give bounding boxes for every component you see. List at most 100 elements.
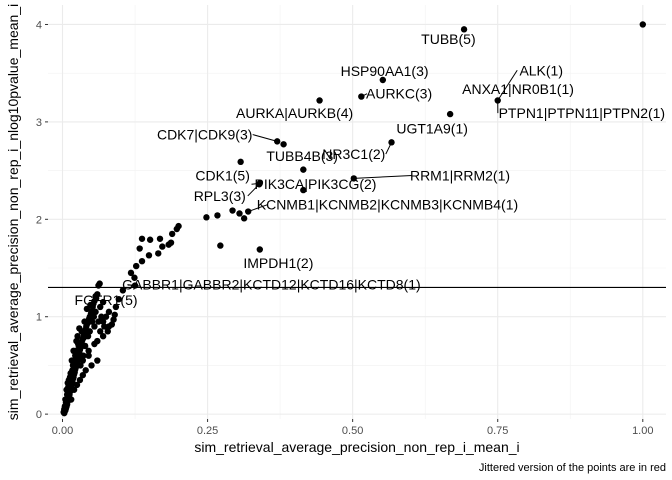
x-tick-label: 1.00 — [632, 425, 653, 437]
label-leader-line — [247, 183, 260, 197]
data-point — [76, 376, 84, 384]
point-label: KCNMB1|KCNMB2|KCNMB3|KCNMB4(1) — [257, 197, 518, 213]
chart-caption: Jittered version of the points are in re… — [479, 462, 666, 474]
data-point — [256, 246, 264, 253]
data-point — [168, 230, 176, 238]
point-label: RRM1|RRM2(1) — [410, 167, 510, 183]
point-label: IMPDH1(2) — [243, 255, 313, 271]
data-point — [379, 76, 387, 84]
data-point — [85, 352, 92, 359]
data-point — [98, 313, 105, 320]
y-tick-label: 3 — [36, 117, 42, 129]
data-point — [66, 373, 74, 381]
point-label: ALK(1) — [519, 62, 563, 78]
data-point — [81, 342, 89, 350]
data-point — [300, 186, 307, 194]
point-label: PTPN1|PTPN11|PTPN2(1) — [499, 105, 666, 121]
x-tick-label: 0.75 — [487, 425, 508, 437]
data-point — [71, 357, 78, 364]
data-point — [240, 215, 248, 222]
y-tick-label: 0 — [36, 409, 42, 421]
label-leader-line — [251, 182, 260, 185]
major-gridlines — [48, 5, 666, 419]
y-tick-label: 2 — [36, 214, 42, 226]
data-point — [79, 357, 87, 364]
x-axis-title: sim_retrieval_average_precision_non_rep_… — [194, 439, 519, 455]
y-axis-ticks: 0 1 2 3 4 — [36, 19, 48, 421]
data-point — [639, 21, 646, 28]
data-point — [73, 381, 81, 389]
data-point — [236, 210, 243, 217]
data-point — [300, 166, 307, 173]
x-axis-ticks: 0.00 0.25 0.50 0.75 1.00 — [52, 419, 653, 437]
label-leader-line — [353, 174, 413, 179]
minor-gridlines — [48, 5, 666, 419]
point-label: UGT1A9(1) — [396, 121, 468, 137]
data-point — [79, 371, 87, 379]
data-point — [74, 340, 82, 348]
data-point — [62, 396, 69, 403]
data-point — [77, 362, 84, 369]
data-point — [99, 298, 107, 306]
data-point — [155, 250, 162, 257]
label-leader-line — [385, 142, 392, 155]
data-point — [115, 295, 122, 303]
data-point — [79, 336, 86, 344]
data-point — [105, 308, 113, 316]
data-point — [165, 241, 172, 248]
data-point — [99, 318, 107, 325]
data-point — [133, 262, 140, 270]
data-point — [136, 245, 143, 252]
data-point — [138, 257, 146, 265]
data-point — [86, 328, 93, 335]
label-leader-lines — [127, 69, 518, 287]
point-label: ANXA1|NR0B1(1) — [462, 81, 574, 97]
data-point — [60, 408, 67, 416]
label-leader-line — [361, 93, 368, 98]
data-point — [87, 301, 94, 309]
data-point — [127, 269, 135, 277]
data-point — [69, 362, 77, 369]
data-point — [63, 391, 71, 398]
data-point — [104, 328, 111, 335]
data-point — [145, 252, 153, 259]
data-point — [350, 175, 358, 182]
point-label: TUBB4B(3) — [266, 148, 338, 164]
data-point — [316, 97, 323, 104]
data-point — [72, 347, 80, 355]
data-point — [97, 328, 104, 335]
data-point — [76, 325, 83, 332]
data-point — [460, 26, 468, 33]
data-point — [85, 347, 92, 355]
data-point — [101, 323, 108, 330]
point-label: FGFR1(5) — [75, 292, 138, 308]
data-point — [81, 318, 88, 325]
data-point — [68, 396, 75, 403]
y-axis-title: sim_retrieval_average_precision_non_rep_… — [5, 4, 21, 420]
data-point — [280, 141, 287, 148]
data-point — [156, 235, 164, 242]
data-point — [112, 303, 120, 311]
data-point — [74, 333, 81, 340]
data-point — [94, 337, 101, 345]
data-point — [159, 243, 166, 250]
x-tick-label: 0.00 — [52, 425, 73, 437]
point-label: AURKA|AURKB(4) — [236, 105, 353, 121]
data-point — [91, 323, 98, 330]
data-point — [82, 367, 89, 374]
y-tick-label: 4 — [36, 19, 42, 31]
data-point — [446, 110, 454, 118]
point-labels: TUBB(5) ALK(1) HSP90AA1(3) ANXA1|NR0B1(1) AU… — [75, 31, 666, 308]
point-label: NR3C1(2) — [322, 146, 385, 162]
data-point — [88, 362, 95, 369]
data-point — [94, 357, 101, 364]
data-point — [131, 274, 138, 281]
data-point — [64, 379, 71, 387]
data-point — [229, 207, 236, 214]
data-point — [111, 311, 118, 318]
point-label: RPL3(3) — [194, 188, 246, 204]
data-point — [84, 333, 92, 340]
data-point — [119, 287, 127, 294]
point-label: GABBR1|GABBR2|KCTD12|KCTD16|KCTD8(1) — [122, 277, 421, 293]
